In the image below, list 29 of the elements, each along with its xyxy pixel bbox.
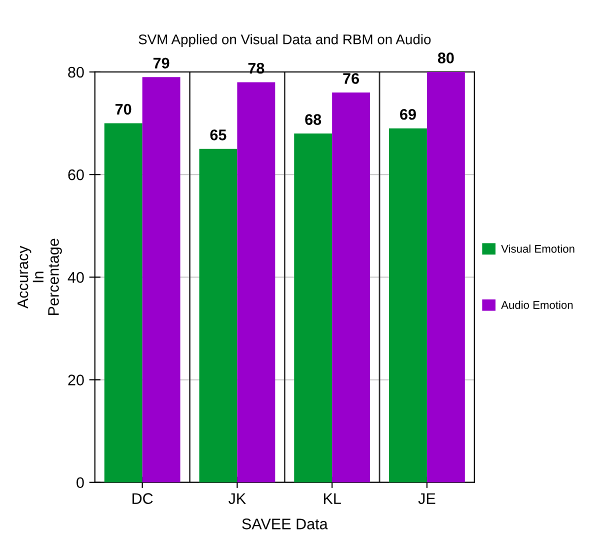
bar <box>426 72 465 482</box>
data-label: 69 <box>400 108 416 120</box>
data-label: 70 <box>116 104 132 115</box>
y-tick-label: 40 <box>68 272 84 283</box>
x-tick-label: JE <box>418 493 436 504</box>
y-tick-label: 80 <box>68 66 84 78</box>
bar <box>142 77 180 482</box>
bar <box>389 128 427 482</box>
chart-title: SVM Applied on Visual Data and RBM on Audio <box>138 34 431 48</box>
y-axis-title: Accuracy In Percentage <box>18 238 62 315</box>
data-label: 68 <box>305 114 322 125</box>
bar <box>332 92 370 482</box>
bar <box>294 134 332 482</box>
bar <box>237 82 276 482</box>
legend-label: Visual Emotion <box>501 244 574 253</box>
x-tick-label: JK <box>228 493 246 504</box>
legend-label: Audio Emotion <box>501 300 573 309</box>
data-label: 65 <box>210 130 226 140</box>
bar <box>199 148 238 482</box>
data-label: 80 <box>438 52 454 64</box>
data-label: 79 <box>153 58 170 69</box>
x-axis-title: SAVEE Data <box>242 518 328 530</box>
bar <box>104 123 142 482</box>
y-tick-label: 60 <box>68 169 84 180</box>
y-tick-label: 0 <box>76 477 84 488</box>
y-tick-label: 20 <box>68 374 84 386</box>
x-tick-label: DC <box>132 493 153 504</box>
data-label: 76 <box>343 73 359 84</box>
x-tick-label: KL <box>324 493 341 504</box>
